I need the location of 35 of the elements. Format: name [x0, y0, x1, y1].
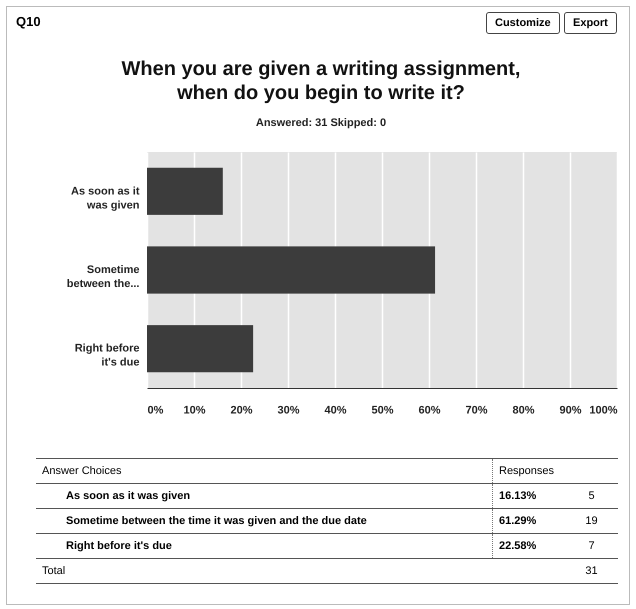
text: 7 — [565, 534, 618, 558]
y-tick-label: As soon as it was given — [71, 185, 140, 212]
bar — [147, 325, 254, 372]
x-tick-label: 30% — [277, 404, 300, 416]
x-tick-label: 60% — [418, 404, 441, 416]
x-tick-label: 40% — [324, 404, 347, 416]
y-tick-label: Sometime between the... — [66, 264, 140, 290]
text: 31 — [565, 558, 618, 584]
text: Q10 — [16, 14, 41, 29]
chart-subtitle: Answered: 31 Skipped: 0 — [256, 117, 386, 129]
text: Sometime between the time it was given and the due date — [36, 508, 492, 534]
text: 22.58% — [492, 534, 565, 558]
text: 16.13% — [492, 484, 565, 508]
text: Right before it's due — [36, 534, 492, 558]
y-tick-label: Right before it's due — [74, 342, 140, 369]
x-tick-label: 100% — [589, 404, 618, 416]
x-tick-label: 70% — [465, 404, 488, 416]
x-tick-label: 50% — [371, 404, 394, 416]
text: Customize — [486, 12, 560, 34]
text: Answer Choices — [36, 458, 492, 484]
x-tick-label: 80% — [512, 404, 535, 416]
x-tick-label: 10% — [183, 404, 206, 416]
text: 5 — [565, 484, 618, 508]
text: Export — [564, 12, 617, 34]
x-tick-label: 20% — [230, 404, 253, 416]
chart-title: When you are given a writing assignment, when do you begin to write it? — [122, 58, 520, 104]
text: As soon as it was given — [36, 484, 492, 508]
bar — [147, 246, 436, 294]
text: Total — [36, 558, 492, 584]
bar — [147, 168, 223, 215]
text: 61.29% — [492, 508, 565, 534]
text: Responses — [492, 458, 565, 484]
x-tick-label: 0% — [148, 404, 164, 416]
x-tick-label: 90% — [559, 404, 582, 416]
text: 19 — [565, 508, 618, 534]
